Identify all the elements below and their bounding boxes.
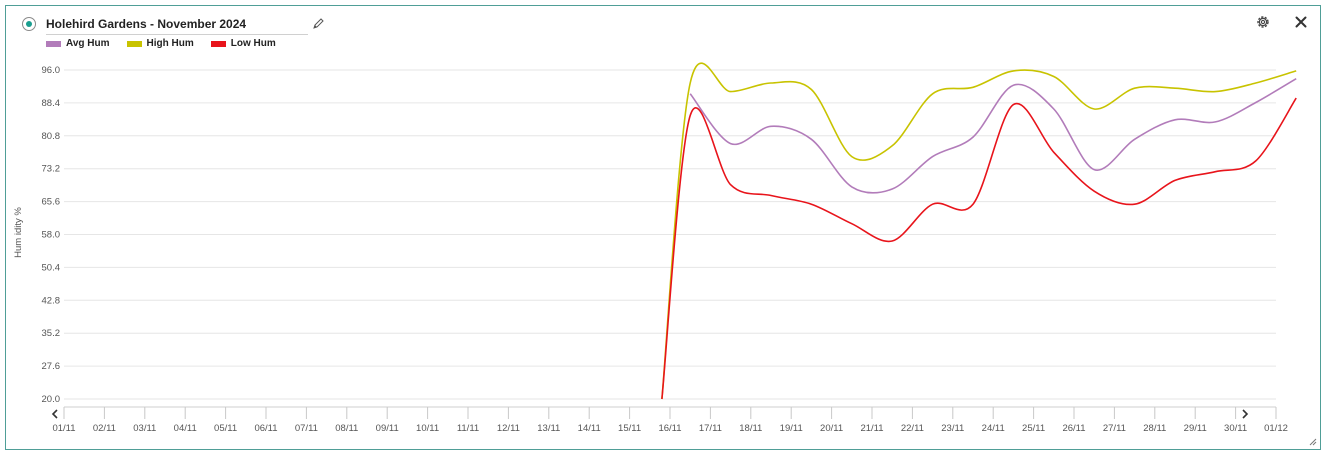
y-tick-label: 35.2: [42, 328, 61, 339]
y-axis-label: Hum idity %: [13, 207, 24, 258]
x-tick-label: 22/11: [901, 423, 924, 434]
x-tick-label: 06/11: [254, 423, 277, 434]
x-tick-label: 01/11: [52, 423, 75, 434]
x-tick-label: 15/11: [618, 423, 641, 434]
resize-grip-icon[interactable]: [1309, 438, 1317, 446]
y-tick-label: 42.8: [42, 295, 61, 306]
legend-label: Avg Hum: [66, 38, 110, 49]
y-tick-label: 58.0: [42, 230, 61, 241]
x-tick-label: 28/11: [1143, 423, 1166, 434]
chevron-right-icon[interactable]: [1242, 409, 1249, 419]
y-tick-label: 73.2: [42, 164, 61, 175]
x-tick-label: 12/11: [497, 423, 520, 434]
gear-icon[interactable]: [1255, 14, 1271, 30]
series-line-avg-hum: [689, 78, 1297, 194]
x-tick-label: 07/11: [295, 423, 318, 434]
x-tick-label: 05/11: [214, 423, 237, 434]
legend-swatch: [46, 40, 61, 47]
legend-item[interactable]: Avg Hum: [46, 38, 110, 49]
legend-swatch: [210, 40, 226, 47]
pencil-icon[interactable]: [311, 17, 325, 31]
y-tick-label: 65.6: [42, 197, 61, 208]
x-tick-label: 10/11: [416, 423, 439, 434]
x-tick-label: 23/11: [941, 423, 964, 434]
x-tick-label: 14/11: [578, 423, 601, 434]
legend-swatch: [126, 40, 142, 47]
x-tick-label: 01/12: [1264, 423, 1288, 434]
x-tick-label: 25/11: [1022, 423, 1045, 434]
x-tick-label: 13/11: [537, 423, 560, 434]
x-tick-label: 03/11: [133, 423, 156, 434]
x-tick-label: 11/11: [457, 423, 479, 434]
x-tick-label: 16/11: [658, 423, 681, 434]
y-tick-label: 27.6: [42, 361, 61, 372]
x-tick-label: 09/11: [376, 423, 399, 434]
x-tick-label: 18/11: [739, 423, 762, 434]
x-tick-label: 20/11: [820, 423, 843, 434]
y-tick-label: 20.0: [42, 394, 61, 405]
y-tick-label: 50.4: [42, 262, 61, 273]
x-tick-label: 30/11: [1224, 423, 1247, 434]
x-tick-label: 04/11: [174, 423, 197, 434]
widget-title[interactable]: Holehird Gardens - November 2024: [46, 16, 308, 35]
series-line-low-hum: [661, 97, 1297, 400]
x-tick-label: 08/11: [335, 423, 358, 434]
x-tick-label: 21/11: [860, 423, 883, 434]
y-tick-label: 88.4: [42, 98, 61, 109]
x-tick-label: 29/11: [1184, 423, 1207, 434]
series-line-high-hum: [661, 62, 1297, 400]
y-tick-label: 80.8: [42, 131, 61, 142]
x-tick-label: 17/11: [699, 423, 722, 434]
legend-item[interactable]: High Hum: [126, 38, 194, 49]
chevron-left-icon[interactable]: [51, 409, 58, 419]
legend-label: High Hum: [146, 38, 194, 49]
close-icon[interactable]: [1293, 14, 1309, 30]
x-tick-label: 19/11: [780, 423, 803, 434]
legend-label: Low Hum: [230, 38, 276, 49]
radio-selected-icon[interactable]: [22, 17, 36, 31]
x-tick-label: 24/11: [982, 423, 1005, 434]
legend-item[interactable]: Low Hum: [210, 38, 276, 49]
x-tick-label: 26/11: [1062, 423, 1085, 434]
x-tick-label: 27/11: [1103, 423, 1126, 434]
chart-legend: Avg Hum High Hum Low Hum: [46, 38, 276, 49]
y-tick-label: 96.0: [42, 65, 61, 76]
x-tick-label: 02/11: [93, 423, 116, 434]
